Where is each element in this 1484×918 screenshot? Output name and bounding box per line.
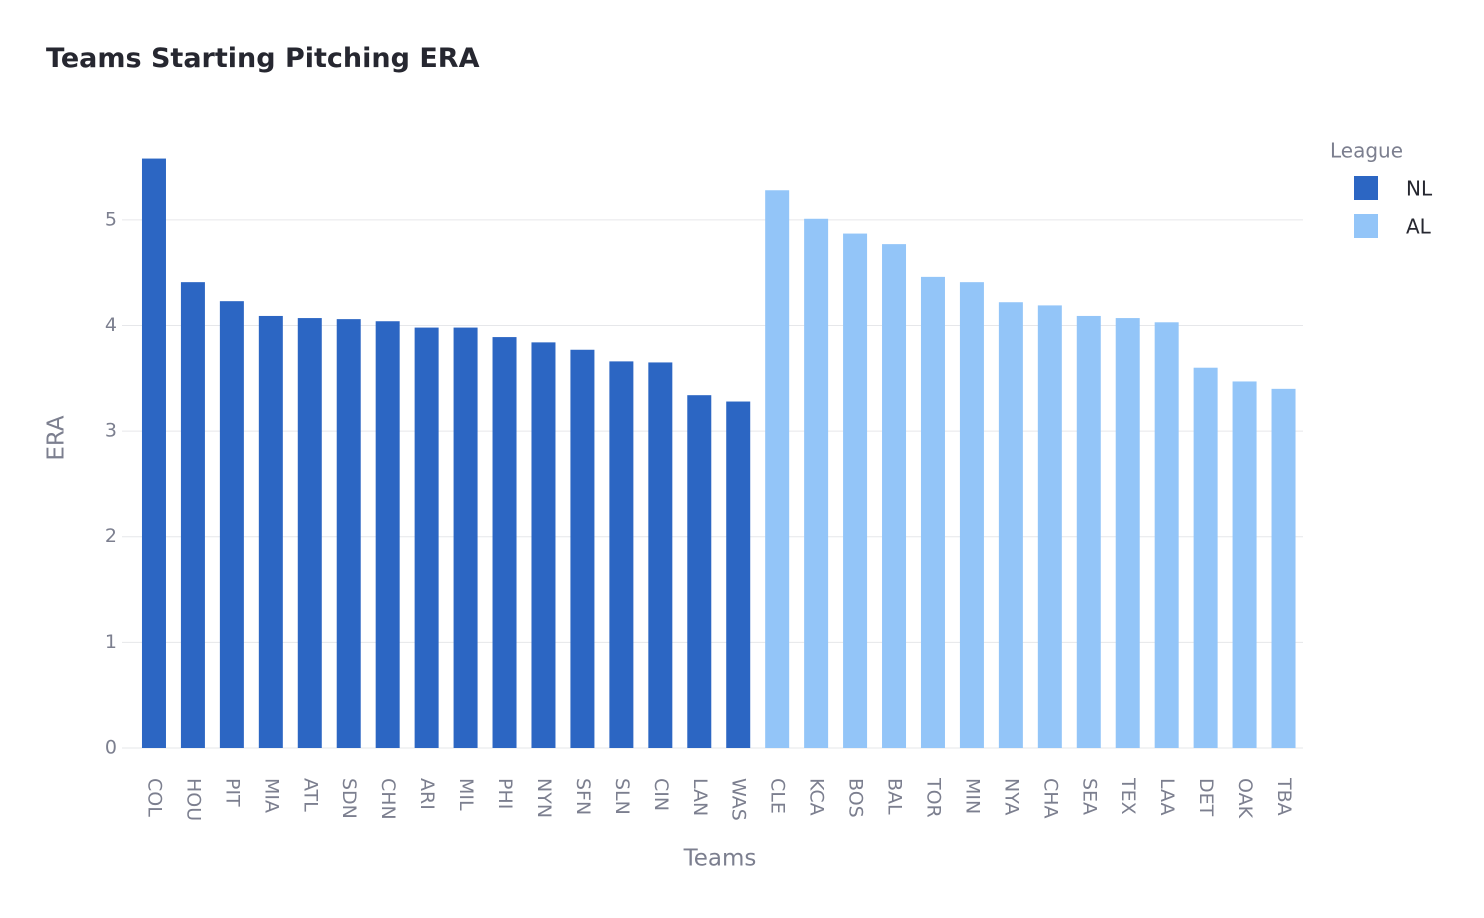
- bar: [726, 401, 751, 748]
- bar: [765, 190, 790, 748]
- bar: [648, 362, 673, 748]
- bar: [609, 361, 634, 748]
- bar: [141, 158, 166, 749]
- bar: [843, 233, 868, 749]
- bar: [920, 276, 945, 748]
- bar: [882, 244, 907, 748]
- x-tick-label: CLE: [767, 778, 789, 814]
- x-tick-label: BOS: [845, 778, 867, 818]
- y-tick-label: 1: [105, 631, 117, 653]
- x-tick-label: KCA: [806, 778, 828, 816]
- bar: [687, 395, 712, 748]
- bar: [1076, 315, 1101, 748]
- bar: [492, 337, 517, 748]
- legend-label: AL: [1406, 215, 1432, 239]
- chart-title: Teams Starting Pitching ERA: [46, 43, 480, 74]
- bar: [336, 319, 361, 748]
- x-tick-label: BAL: [884, 778, 906, 815]
- x-tick-label: HOU: [182, 778, 204, 821]
- y-tick-label: 0: [105, 737, 117, 759]
- x-tick-label: COL: [143, 778, 165, 817]
- x-tick-label: CIN: [650, 778, 672, 811]
- bar: [414, 327, 439, 748]
- x-tick-label: PIT: [221, 778, 243, 807]
- x-tick-label: SEA: [1078, 778, 1100, 815]
- bar: [1232, 381, 1257, 748]
- bar: [180, 282, 205, 748]
- bar: [219, 301, 244, 748]
- x-axis-label: Teams: [683, 846, 757, 872]
- bar: [531, 342, 556, 748]
- x-tick-label: LAN: [689, 778, 711, 816]
- y-tick-label: 5: [105, 208, 117, 230]
- y-axis-label: ERA: [44, 415, 70, 461]
- bar: [1037, 305, 1062, 748]
- x-tick-label: NYN: [533, 778, 555, 818]
- x-tick-label: PHI: [494, 778, 516, 809]
- bar: [804, 218, 829, 748]
- bar: [1115, 318, 1140, 748]
- legend-swatch: [1354, 176, 1378, 200]
- bar: [1193, 367, 1218, 748]
- x-tick-label: TOR: [922, 777, 944, 818]
- bar: [453, 327, 478, 748]
- x-tick-label: ATL: [299, 778, 321, 812]
- x-tick-label: SLN: [611, 778, 633, 815]
- bar: [1154, 322, 1179, 748]
- y-tick-label: 4: [105, 314, 117, 336]
- x-tick-label: MIL: [455, 778, 477, 811]
- x-tick-label: TBA: [1273, 777, 1295, 816]
- y-tick-label: 2: [105, 525, 117, 547]
- x-tick-label: ARI: [416, 778, 438, 810]
- y-tick-label: 3: [105, 420, 117, 442]
- x-tick-label: WAS: [728, 778, 750, 821]
- legend-label: NL: [1406, 177, 1433, 201]
- x-tick-label: CHN: [377, 778, 399, 820]
- bar: [375, 321, 400, 748]
- x-tick-label: DET: [1195, 778, 1217, 817]
- bar: [1271, 388, 1296, 748]
- legend-swatch: [1354, 214, 1378, 238]
- x-tick-label: SDN: [338, 778, 360, 819]
- bar: [959, 282, 984, 748]
- x-tick-label: LAA: [1156, 778, 1178, 816]
- bar: [570, 349, 595, 748]
- bar: [258, 315, 283, 748]
- x-tick-label: MIN: [961, 778, 983, 814]
- x-tick-label: MIA: [260, 778, 282, 813]
- x-tick-label: SFN: [572, 778, 594, 815]
- x-tick-label: OAK: [1234, 778, 1256, 819]
- x-tick-label: TEX: [1117, 777, 1139, 815]
- bar: [998, 302, 1023, 748]
- x-tick-label: CHA: [1039, 778, 1061, 819]
- x-tick-label: NYA: [1000, 778, 1022, 815]
- bar: [297, 318, 322, 748]
- legend-title: League: [1330, 139, 1403, 163]
